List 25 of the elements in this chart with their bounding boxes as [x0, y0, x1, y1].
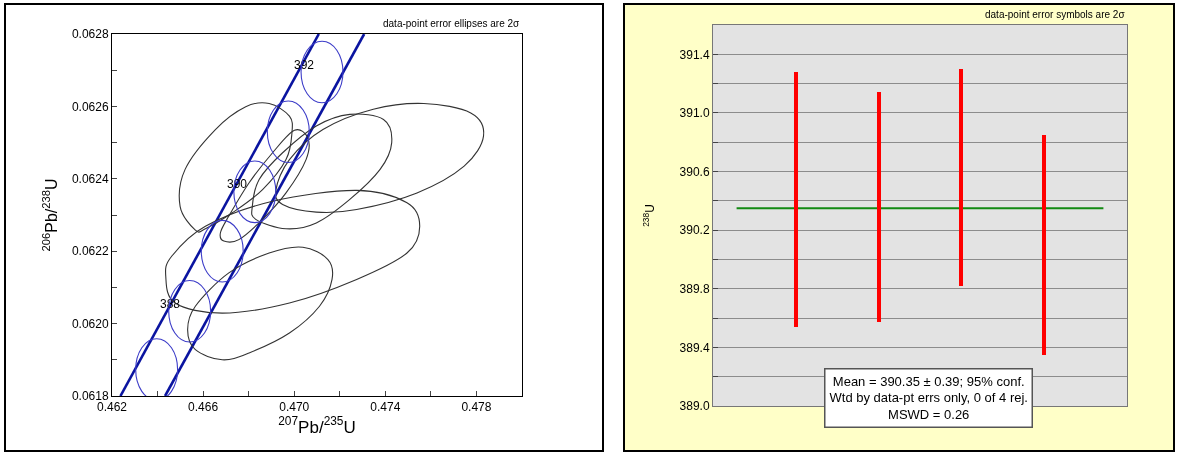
x-tick-label: 0.478 — [461, 400, 492, 415]
x-tick-label: 0.474 — [370, 400, 401, 415]
text: data-point error symbols are 2σ — [985, 9, 1126, 20]
y-tick-label: 389.0 — [679, 399, 710, 414]
y-tick-label: 0.0628 — [71, 27, 109, 42]
y-tick-label: 390.6 — [679, 164, 710, 179]
y-tick-label: 389.4 — [679, 340, 710, 355]
bar — [876, 92, 881, 323]
bar — [1042, 134, 1047, 355]
bar — [959, 68, 964, 286]
x-tick-label: 0.462 — [96, 400, 128, 415]
x-tick-label: 0.466 — [188, 400, 219, 415]
y-tick-label: 391.4 — [679, 47, 710, 62]
bar — [793, 71, 798, 327]
y-tick-label: 0.0624 — [71, 172, 109, 186]
y-tick-label: 389.8 — [679, 281, 710, 296]
y-tick-label: 391.0 — [679, 106, 710, 121]
annotation: Mean = 390.35 ± 0.39; 95% conf. Wtd by data-pt errs only, 0 of 4 rej. MSWD = 0.26 — [829, 373, 1028, 423]
y-tick-label: 390.2 — [679, 223, 710, 238]
text: data-point error ellipses are 2σ — [383, 18, 521, 29]
y-tick-label: 0.0620 — [71, 316, 109, 331]
x-axis-title: $^{207}$Pb/$^{235}$U — [278, 414, 356, 437]
x-tick-label: 0.470 — [279, 400, 310, 415]
y-tick-label: 0.0626 — [71, 99, 109, 114]
y-tick-label: 0.0622 — [71, 244, 109, 259]
